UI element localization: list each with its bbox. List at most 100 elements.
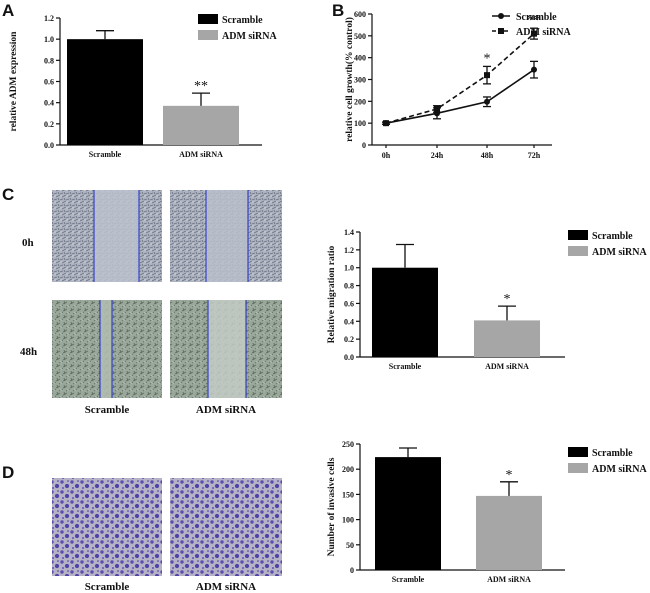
y-tick-label: 600 xyxy=(354,10,366,19)
series-line-adm-sirna xyxy=(385,33,535,124)
y-axis-label: relative ADM expression xyxy=(9,31,19,132)
data-point-scramble xyxy=(484,98,490,105)
y-tick-label: 200 xyxy=(354,97,366,106)
x-tick-label: 48h xyxy=(481,151,494,160)
legend-label: Scramble xyxy=(592,231,633,242)
x-category-label: ADM siRNA xyxy=(485,362,529,371)
bar-adm-sirna xyxy=(476,495,542,570)
col-label-scramble-d: Scramble xyxy=(85,581,130,593)
legend-swatch-adm-sirna xyxy=(568,463,588,473)
y-tick-label: 0.2 xyxy=(344,335,354,344)
data-point-adm-sirna xyxy=(383,120,389,127)
col-label-adm-d: ADM siRNA xyxy=(196,581,256,593)
legend-swatch-scramble xyxy=(568,230,588,240)
legend-label: ADM siRNA xyxy=(516,27,571,38)
legend-marker-scramble xyxy=(498,13,504,19)
legend-swatch-scramble xyxy=(198,14,218,24)
wound-images xyxy=(52,190,282,398)
wound-image-adm-0h xyxy=(170,190,282,282)
significance-marker: * xyxy=(506,468,513,483)
wound-image-scramble-0h xyxy=(52,190,162,282)
chart-a-expression: 0.0 0.2 0.4 0.6 0.8 1.0 1.2 Scramble ** ADM siRNA… xyxy=(9,14,277,159)
legend-swatch-scramble xyxy=(568,447,588,457)
y-tick-label: 0.6 xyxy=(44,78,54,87)
legend-label: ADM siRNA xyxy=(222,31,277,42)
y-tick-label: 300 xyxy=(354,76,366,85)
x-category-label: Scramble xyxy=(389,362,422,371)
x-category-label: Scramble xyxy=(392,575,425,584)
panel-letter-a: A xyxy=(2,1,14,20)
wound-image-scramble-48h xyxy=(52,300,162,398)
y-tick-label: 0.0 xyxy=(344,353,354,362)
y-tick-label: 1.0 xyxy=(344,264,354,273)
y-tick-label: 0.2 xyxy=(44,120,54,129)
chart-b-cell-growth: 0 100 200 300 400 500 600 0h 24h 48h 72h Scramble AD… xyxy=(344,10,571,160)
legend-label: Scramble xyxy=(516,12,557,23)
legend-swatch-adm-sirna xyxy=(198,30,218,40)
y-tick-label: 0 xyxy=(362,141,366,150)
y-tick-label: 0.4 xyxy=(44,99,54,108)
data-point-adm-sirna xyxy=(531,30,537,37)
y-tick-label: 0.0 xyxy=(44,141,54,150)
panel-letter-d: D xyxy=(2,463,14,482)
y-tick-label: 50 xyxy=(346,541,354,550)
series-line-scramble xyxy=(385,69,535,124)
y-tick-label: 150 xyxy=(342,490,354,499)
y-tick-label: 0.8 xyxy=(44,56,54,65)
y-tick-label: 400 xyxy=(354,54,366,63)
significance-marker: * xyxy=(484,51,491,66)
invasion-image-scramble xyxy=(52,478,162,576)
col-label-adm-c: ADM siRNA xyxy=(196,404,256,416)
x-category-label: Scramble xyxy=(89,150,122,159)
y-tick-label: 250 xyxy=(342,440,354,449)
invasion-image-adm xyxy=(170,478,282,576)
legend-label: Scramble xyxy=(592,448,633,459)
x-tick-label: 0h xyxy=(382,151,391,160)
y-tick-label: 1.2 xyxy=(44,14,54,23)
chart-d-invasion: 0 50 100 150 200 250 Scramble * ADM siRNA Number … xyxy=(327,440,647,584)
significance-marker: ** xyxy=(194,79,208,94)
data-point-scramble xyxy=(531,66,537,73)
bar-adm-sirna xyxy=(474,320,540,357)
invasion-images xyxy=(52,478,282,576)
y-tick-label: 0.6 xyxy=(344,299,354,308)
panel-letter-b: B xyxy=(332,1,344,20)
significance-marker: * xyxy=(504,292,511,307)
col-label-scramble-c: Scramble xyxy=(85,404,130,416)
row-label-48h: 48h xyxy=(20,346,37,358)
chart-c-migration: 0.0 0.2 0.4 0.6 0.8 1.0 1.2 1.4 Scramble * ADM siR… xyxy=(327,228,647,371)
x-category-label: ADM siRNA xyxy=(487,575,531,584)
y-axis-label: Relative migration ratio xyxy=(327,245,337,343)
y-tick-label: 1.2 xyxy=(344,246,354,255)
legend-label: ADM siRNA xyxy=(592,464,647,475)
y-axis-label: Number of invasive cells xyxy=(327,457,337,556)
y-tick-label: 0 xyxy=(350,566,354,575)
y-axis-label: relative cell growth(% control) xyxy=(344,17,355,142)
bar-adm-sirna xyxy=(163,105,239,145)
x-category-label: ADM siRNA xyxy=(179,150,223,159)
row-label-0h: 0h xyxy=(22,237,34,249)
legend-marker-adm-sirna xyxy=(498,28,504,34)
data-point-adm-sirna xyxy=(434,105,440,112)
bar-scramble xyxy=(375,457,441,570)
legend-swatch-adm-sirna xyxy=(568,246,588,256)
y-tick-label: 100 xyxy=(342,516,354,525)
y-tick-label: 200 xyxy=(342,465,354,474)
y-tick-label: 1.4 xyxy=(344,228,354,237)
y-tick-label: 100 xyxy=(354,119,366,128)
wound-image-adm-48h xyxy=(170,300,282,398)
x-tick-label: 72h xyxy=(528,151,541,160)
y-tick-label: 0.4 xyxy=(344,317,354,326)
significance-marker: ** xyxy=(527,13,541,28)
y-tick-label: 500 xyxy=(354,32,366,41)
panel-letter-c: C xyxy=(2,185,14,204)
y-tick-label: 0.8 xyxy=(344,282,354,291)
x-tick-label: 24h xyxy=(431,151,444,160)
legend-label: ADM siRNA xyxy=(592,247,647,258)
y-tick-label: 1.0 xyxy=(44,35,54,44)
bar-scramble xyxy=(67,39,143,145)
data-point-adm-sirna xyxy=(484,72,490,79)
bar-scramble xyxy=(372,267,438,357)
legend-label: Scramble xyxy=(222,15,263,26)
